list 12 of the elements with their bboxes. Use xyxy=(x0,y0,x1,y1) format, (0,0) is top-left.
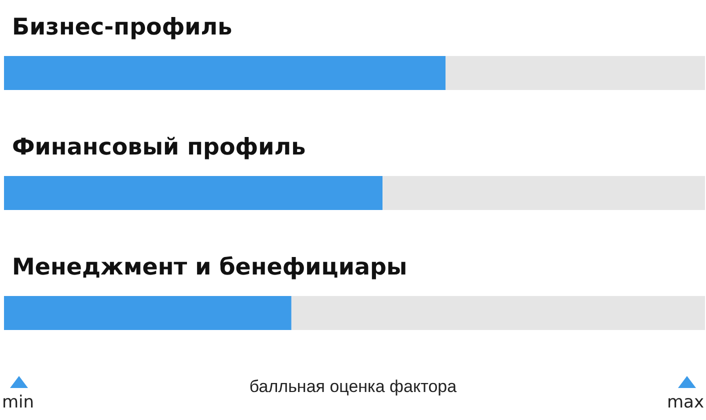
text: max xyxy=(666,392,704,412)
bar xyxy=(4,56,446,90)
bar xyxy=(4,176,383,210)
y-tick-label: Бизнес-профиль xyxy=(12,14,232,40)
y-tick-label: Финансовый профиль xyxy=(12,134,306,160)
bar xyxy=(446,56,705,90)
bar xyxy=(4,296,292,330)
x-axis-title: балльная оценка фактора xyxy=(249,377,458,396)
bar xyxy=(291,296,705,330)
y-tick-label: Менеджмент и бенефициары xyxy=(12,254,408,280)
bar xyxy=(382,176,705,210)
text: min xyxy=(2,392,34,412)
